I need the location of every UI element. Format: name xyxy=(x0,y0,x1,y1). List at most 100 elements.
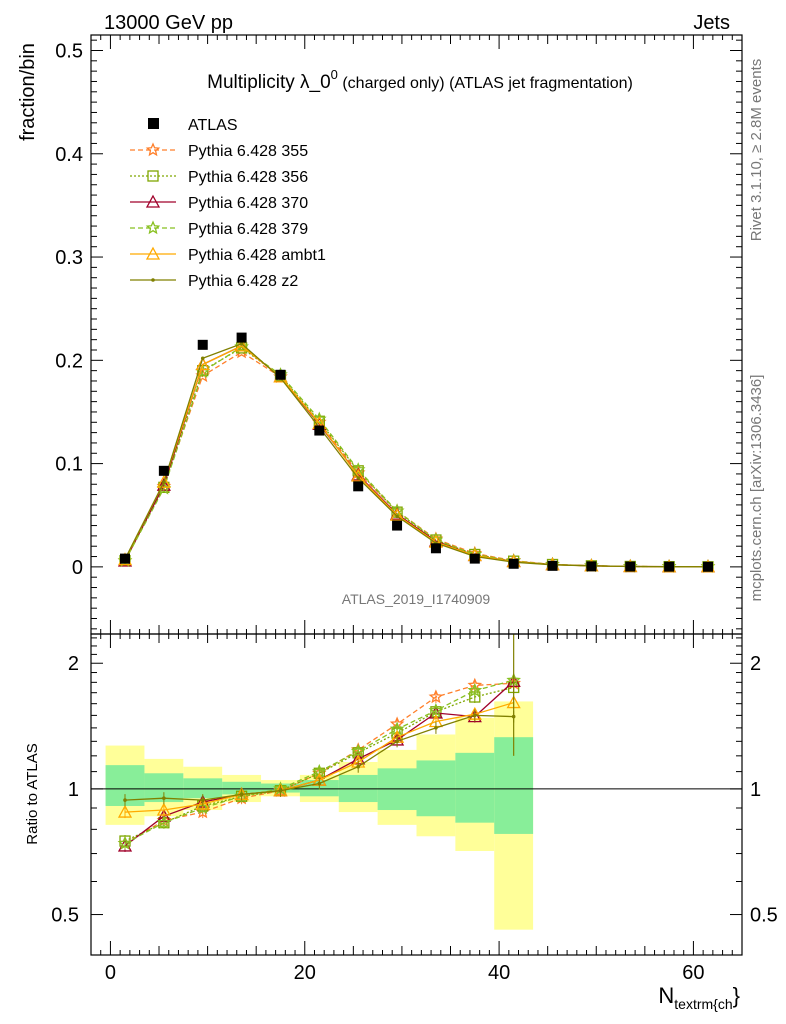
legend-marker xyxy=(145,246,161,260)
y-tick-label: 0.5 xyxy=(55,40,83,62)
ratio-series-point xyxy=(239,792,244,797)
plot-title-superscript: 0 xyxy=(331,67,338,82)
legend-entry-label: ATLAS xyxy=(188,117,238,134)
header-right-label: Jets xyxy=(693,12,730,34)
y-tick-label: 0.3 xyxy=(55,247,83,269)
x-tick-label: 60 xyxy=(682,962,704,984)
data-point xyxy=(392,520,403,531)
data-point xyxy=(197,339,208,350)
legend: ATLAS Pythia 6.428 355 Pythia 6.428 356 Pyt… xyxy=(130,117,326,290)
data-point xyxy=(353,481,364,492)
ratio-tick-label: 1 xyxy=(750,779,761,801)
ratio-tick-label: 0.5 xyxy=(51,905,79,927)
ratio-series-point xyxy=(195,796,210,810)
legend-marker xyxy=(145,142,161,157)
ratio-series-point xyxy=(278,788,283,793)
series-point xyxy=(162,480,166,484)
ratio-series-point xyxy=(200,798,205,802)
ratio-series-point xyxy=(395,739,399,744)
data-point xyxy=(702,561,713,572)
legend-marker xyxy=(145,220,161,235)
series-point xyxy=(200,356,205,361)
ratio-plot: 0 20 40 60 0.5 0.5 1 1 2 2 xyxy=(51,633,778,984)
legend-marker xyxy=(147,170,159,182)
series-point xyxy=(351,468,366,482)
x-axis-label-main: N xyxy=(658,983,674,1008)
legend-marker xyxy=(145,194,161,208)
stat-uncertainty-band xyxy=(416,760,456,817)
series-point xyxy=(395,514,399,519)
series-point xyxy=(239,341,244,346)
series-point xyxy=(195,357,210,371)
ratio-y-axis-label: Ratio to ATLAS xyxy=(24,743,41,844)
data-point xyxy=(547,560,558,571)
x-tick-label: 40 xyxy=(488,962,510,984)
plot-title-rest: (charged only) (ATLAS jet fragmentation) xyxy=(338,75,633,92)
ratio-series-point xyxy=(467,682,483,697)
legend-entry-label: Pythia 6.428 370 xyxy=(188,195,308,212)
x-tick-label: 0 xyxy=(105,962,116,984)
x-axis-label-subscript: textrm{ch xyxy=(674,996,732,1012)
data-point xyxy=(469,553,480,564)
series-line xyxy=(124,347,709,568)
x-axis-label: Ntextrm{ch} xyxy=(658,983,740,1012)
series-line xyxy=(124,346,709,568)
series-line xyxy=(124,345,709,568)
series-line xyxy=(124,351,709,568)
data-point xyxy=(508,558,519,569)
ratio-series-point xyxy=(428,689,444,704)
data-point xyxy=(664,561,675,572)
data-point xyxy=(430,543,441,554)
series-line xyxy=(124,343,709,568)
data-point xyxy=(586,561,597,572)
data-point xyxy=(120,553,131,564)
ratio-frame xyxy=(90,633,743,956)
data-point xyxy=(236,332,247,343)
series-line xyxy=(124,345,709,568)
x-axis-label-end: } xyxy=(733,983,740,1008)
ratio-series-point xyxy=(428,702,444,717)
legend-entry-label: Pythia 6.428 ambt1 xyxy=(188,247,326,264)
legend-entry-label: Pythia 6.428 z2 xyxy=(188,273,298,290)
legend-entry-label: Pythia 6.428 356 xyxy=(188,169,308,186)
legend-marker xyxy=(151,278,155,282)
ratio-series-point xyxy=(156,815,172,829)
y-axis-label: fraction/bin xyxy=(17,43,39,141)
series-point xyxy=(156,480,172,495)
header-left-label: 13000 GeV pp xyxy=(104,12,233,34)
stat-uncertainty-band xyxy=(455,752,495,823)
ratio-series-point xyxy=(434,726,438,730)
ratio-series-point xyxy=(356,764,361,769)
ratio-series-point xyxy=(117,804,133,818)
legend-entry-label: Pythia 6.428 355 xyxy=(188,143,308,160)
plot-title: Multiplicity λ_00 (charged only) (ATLAS … xyxy=(207,67,633,93)
y-tick-label: 0.4 xyxy=(55,144,83,166)
series-point xyxy=(356,476,361,480)
series-point xyxy=(156,477,171,491)
data-point xyxy=(314,425,325,436)
legend-marker xyxy=(148,118,159,129)
x-tick-label: 20 xyxy=(294,962,316,984)
stat-uncertainty-band xyxy=(183,778,223,799)
ratio-series-point xyxy=(162,796,166,800)
ratio-tick-label: 2 xyxy=(750,653,761,675)
ratio-tick-label: 0.5 xyxy=(750,905,778,927)
plot-title-main: Multiplicity λ_0 xyxy=(207,72,331,93)
rivet-version-label: Rivet 3.1.10, ≥ 2.8M events xyxy=(748,59,765,242)
data-point xyxy=(158,465,169,476)
series-point xyxy=(156,474,171,488)
series-point xyxy=(389,507,405,521)
series-point xyxy=(350,462,366,476)
data-point xyxy=(625,561,636,572)
ratio-series-point xyxy=(156,802,171,816)
series-point xyxy=(389,503,405,518)
ratio-series-point xyxy=(472,713,477,718)
y-tick-label: 0.2 xyxy=(55,350,83,372)
ratio-series-point xyxy=(123,798,127,802)
ratio-series-point xyxy=(350,743,366,758)
ratio-series-line xyxy=(124,686,514,842)
analysis-id-label: ATLAS_2019_I1740909 xyxy=(342,591,491,607)
y-tick-label: 0 xyxy=(72,557,83,579)
legend-entry-label: Pythia 6.428 379 xyxy=(188,221,308,238)
